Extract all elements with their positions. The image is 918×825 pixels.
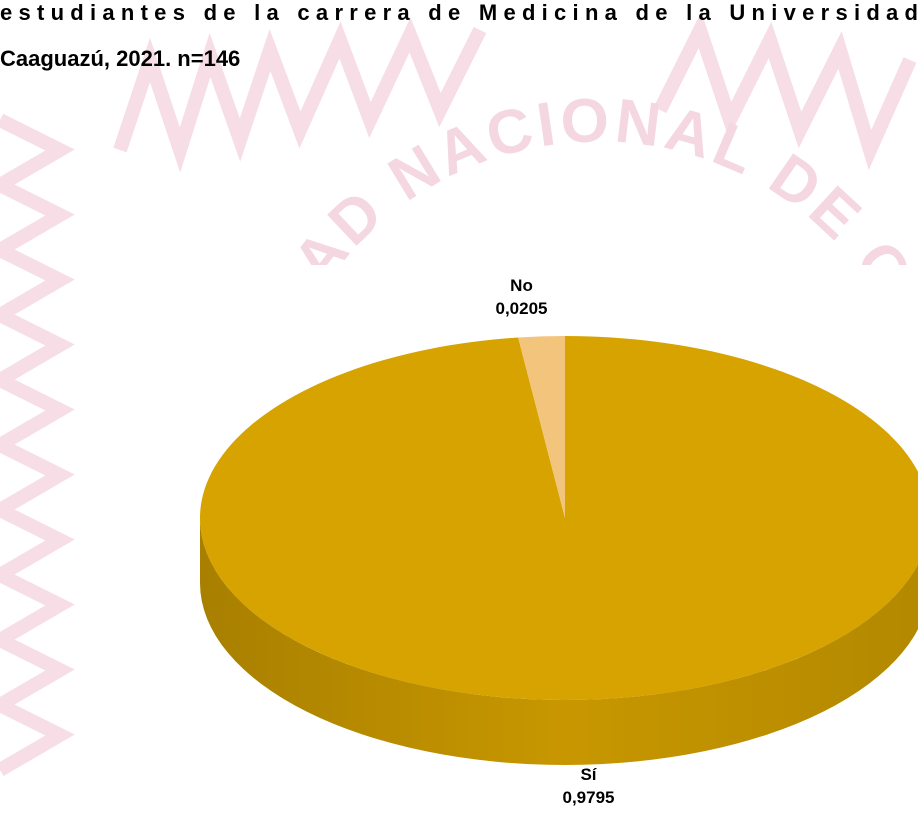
- pie-side: [200, 518, 918, 765]
- title-line: estudiantes de la carrera de Medicina de…: [0, 0, 918, 25]
- slice-value-label: 0,0205: [496, 299, 548, 318]
- pie-slice: [518, 336, 565, 518]
- slice-label: Sí: [580, 765, 597, 784]
- slice-label: No: [510, 276, 533, 295]
- pie-slice: [200, 336, 918, 700]
- watermark-zigzag: [0, 11, 917, 777]
- title-line: Caaguazú, 2021. n=146: [0, 46, 240, 71]
- slice-value-label: 0,9795: [562, 788, 614, 807]
